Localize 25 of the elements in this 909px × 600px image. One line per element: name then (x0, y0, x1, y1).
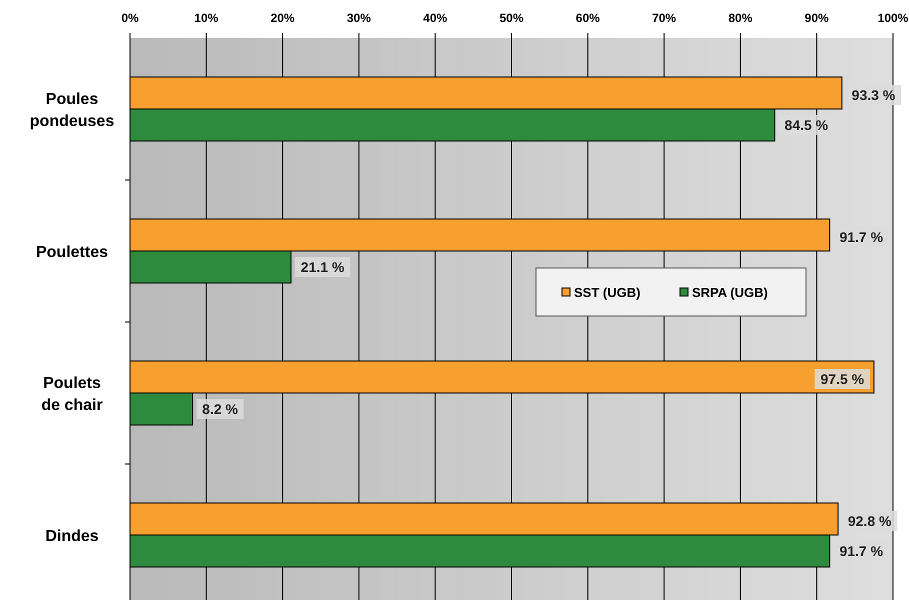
x-tick-label: 20% (270, 11, 295, 25)
x-tick-label: 100% (878, 11, 909, 25)
data-label: 93.3 % (852, 87, 896, 103)
y-tick-label: Poulettes (36, 244, 108, 261)
data-label: 84.5 % (784, 117, 829, 133)
x-tick-label: 10% (194, 11, 219, 25)
y-tick-label: Dindes (45, 528, 99, 545)
data-label: 91.7 % (839, 229, 884, 245)
legend-label: SST (UGB) (574, 285, 640, 300)
data-label: 97.5 % (820, 371, 865, 387)
x-tick-label: 0% (121, 11, 139, 25)
x-tick-label: 60% (576, 11, 600, 25)
x-tick-label: 90% (804, 11, 830, 25)
x-tick-label: 80% (728, 11, 753, 25)
data-label: 21.1 % (300, 259, 345, 275)
x-tick-label: 30% (346, 11, 372, 25)
legend-label: SRPA (UGB) (692, 285, 768, 300)
y-tick-label: Poules pondeuses (30, 91, 114, 130)
x-tick-label: 50% (499, 11, 524, 25)
data-label: 91.7 % (839, 543, 884, 559)
data-label: 8.2 % (202, 401, 239, 417)
data-label: 92.8 % (848, 513, 892, 529)
x-tick-label: 70% (652, 11, 676, 25)
x-tick-label: 40% (423, 11, 448, 25)
y-tick-label: Poulets de chair (41, 375, 103, 414)
